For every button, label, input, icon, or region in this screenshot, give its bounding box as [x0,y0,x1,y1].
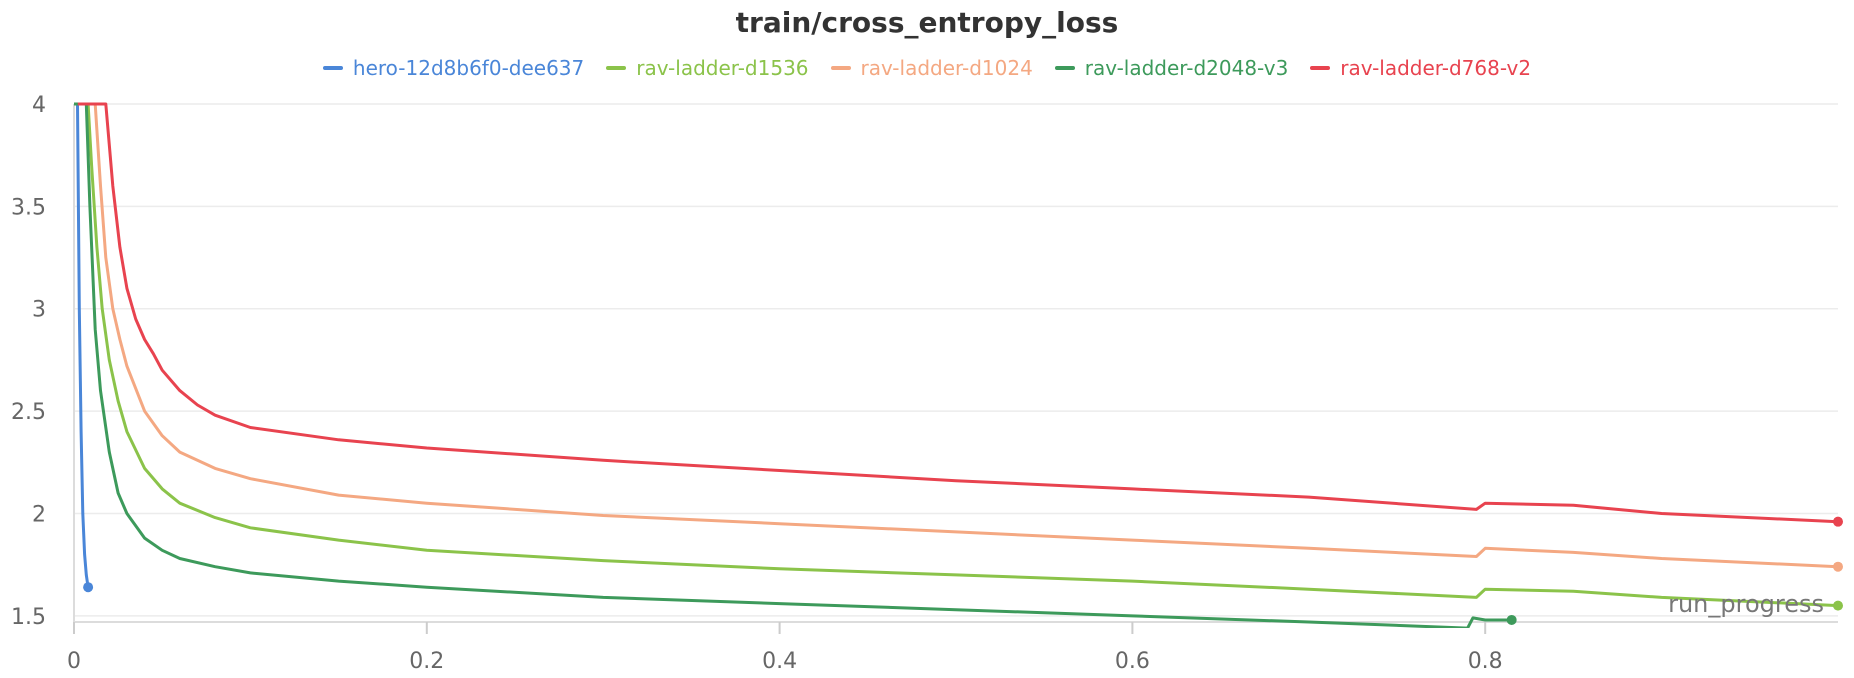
y-tick-label: 3.5 [11,195,46,220]
x-tick-label: 0.2 [409,649,444,674]
series-line[interactable] [76,103,90,588]
legend-swatch-icon [1310,66,1331,70]
axes [73,104,1838,634]
y-tick-label: 4 [32,93,46,118]
chart-title: train/cross_entropy_loss [735,6,1119,39]
series-line[interactable] [74,102,1512,628]
grid [74,103,1838,617]
legend-swatch-icon [606,66,627,70]
legend-item[interactable]: rav-ladder-d2048-v3 [1054,56,1289,80]
x-tick-label: 0.6 [1115,649,1150,674]
legend-item[interactable]: hero-12d8b6f0-dee637 [322,56,585,80]
legend-item[interactable]: rav-ladder-d768-v2 [1310,56,1531,80]
legend-swatch-icon [322,66,343,70]
legend-label: rav-ladder-d2048-v3 [1084,56,1289,80]
axis-labels: 1.5 2 2.5 3 3.5 4 0 0.2 0.4 0.6 0.8 run_progress [11,93,1824,674]
y-tick-label: 1.5 [11,605,46,630]
series-line[interactable] [77,102,1839,524]
series-end-marker[interactable] [1833,600,1843,611]
legend-label: rav-ladder-d1536 [636,56,809,80]
legend-swatch-icon [830,66,851,70]
legend-label: hero-12d8b6f0-dee637 [352,56,585,80]
legend: hero-12d8b6f0-dee637 rav-ladder-d1536 rav-… [0,56,1854,80]
x-tick-label: 0.4 [762,649,797,674]
series-end-marker[interactable] [1833,516,1843,527]
series-end-marker[interactable] [1506,614,1517,625]
x-tick-label: 0 [67,649,81,674]
legend-label: rav-ladder-d1024 [860,56,1033,80]
x-tick-label: 0.8 [1468,649,1503,674]
series-end-marker[interactable] [83,582,94,593]
legend-label: rav-ladder-d768-v2 [1340,56,1532,80]
series-line[interactable] [74,102,1839,608]
legend-swatch-icon [1054,66,1075,70]
series-end-marker[interactable] [1833,561,1843,572]
y-tick-label: 3 [32,298,46,323]
y-tick-label: 2 [32,502,46,527]
y-tick-label: 2.5 [11,400,46,425]
series-lines [74,102,1843,628]
legend-item[interactable]: rav-ladder-d1536 [606,56,809,80]
legend-item[interactable]: rav-ladder-d1024 [830,56,1033,80]
series-line[interactable] [74,102,1839,569]
x-axis-title: run_progress [1668,590,1824,618]
